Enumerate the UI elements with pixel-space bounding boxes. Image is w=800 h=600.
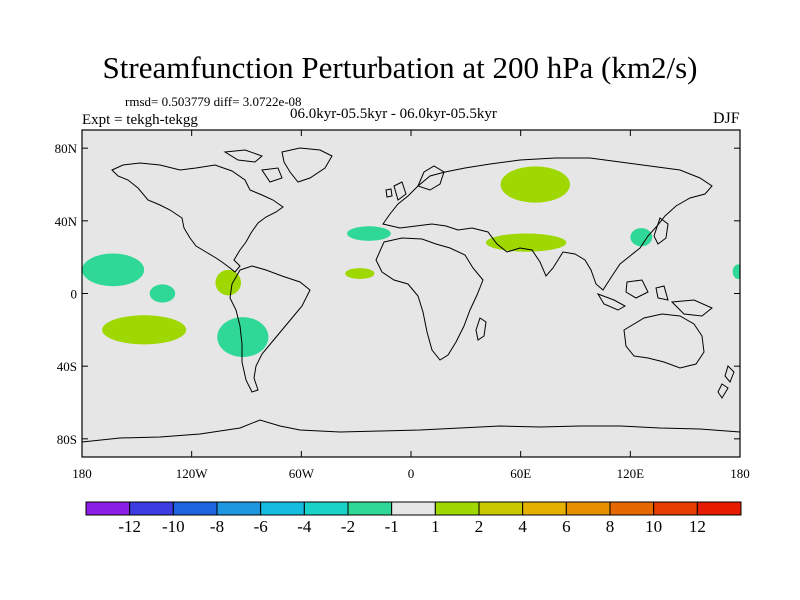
lat-tick-label: 40S <box>57 359 77 374</box>
stats-text: rmsd= 0.503779 diff= 3.0722e-08 <box>125 94 302 109</box>
coast-japan <box>653 217 669 245</box>
coast-africa <box>375 237 484 361</box>
anomaly-dateline <box>732 264 740 279</box>
lon-tick-label: 60E <box>510 466 531 481</box>
colorbar-swatch <box>260 501 305 516</box>
coast-australia <box>623 313 705 369</box>
colorbar-label: 12 <box>689 517 706 536</box>
anomaly-central-america <box>215 269 242 296</box>
colorbar-swatch <box>303 501 349 516</box>
lon-tick-label: 120W <box>176 466 209 481</box>
colorbar-swatch <box>216 501 262 516</box>
coast-greenland <box>281 147 333 183</box>
colorbar-swatch <box>434 501 480 516</box>
coast-maritime-continent <box>596 279 713 317</box>
colorbar-swatch <box>696 501 742 516</box>
colorbar-label: 1 <box>431 517 440 536</box>
colorbar-swatch <box>85 501 131 516</box>
lat-tick-label: 80N <box>55 141 78 156</box>
anomaly-layer <box>82 166 740 358</box>
anomaly-south-pacific <box>102 315 187 345</box>
lon-tick-label: 180 <box>72 466 92 481</box>
lat-tick-label: 40N <box>55 214 78 229</box>
coast-arctic-islands <box>223 149 283 183</box>
anomaly-south-asia <box>485 233 567 252</box>
colorbar-swatch <box>565 501 611 516</box>
colorbar-swatch <box>347 501 393 516</box>
coast-new-zealand <box>717 365 735 399</box>
colorbar-label: -10 <box>162 517 185 536</box>
anomaly-north-atlantic <box>347 226 391 241</box>
colorbar-swatch <box>478 501 524 516</box>
colorbar-swatch <box>391 501 436 516</box>
colorbar-label: 8 <box>606 517 615 536</box>
latitude-axis: 80N 40N 0 40S 80S <box>55 141 740 447</box>
coast-scandinavia <box>417 165 445 191</box>
colorbar-label: -4 <box>297 517 312 536</box>
colorbar-swatch <box>129 501 174 516</box>
anomaly-southeast-pacific <box>217 317 269 358</box>
colorbar-swatch <box>172 501 218 516</box>
colorbar-label: 6 <box>562 517 571 536</box>
experiment-label: Expt = tekgh-tekgg <box>82 112 198 128</box>
colorbar-label: -12 <box>118 517 141 536</box>
colorbar-label: 10 <box>645 517 662 536</box>
anomaly-tropical-pacific <box>149 284 176 303</box>
coastline-layer <box>82 147 740 443</box>
longitude-axis: 180 120W 60W 0 60E 120E 180 <box>72 130 750 481</box>
lat-tick-label: 0 <box>71 287 78 302</box>
coast-north-america <box>111 162 284 273</box>
anomaly-north-pacific-east <box>82 253 145 287</box>
colorbar-label: 2 <box>475 517 484 536</box>
period-label: 06.0kyr-05.5kyr - 06.0kyr-05.5kyr <box>290 106 497 122</box>
colorbar-label: -6 <box>254 517 268 536</box>
colorbar-label: 4 <box>518 517 527 536</box>
colorbar-label: -8 <box>210 517 224 536</box>
anomaly-east-china <box>630 228 653 247</box>
coast-british-isles <box>385 181 407 201</box>
season-label: DJF <box>713 110 740 127</box>
colorbar-swatch <box>653 501 698 516</box>
colorbar-label: -1 <box>385 517 399 536</box>
colorbar-swatch <box>609 501 655 516</box>
colorbar-swatch <box>522 501 567 516</box>
map-background <box>82 130 740 457</box>
coast-madagascar <box>475 317 487 341</box>
lat-tick-label: 80S <box>57 432 77 447</box>
lon-tick-label: 180 <box>730 466 750 481</box>
colorbar: -12 -10 -8 -6 -4 -2 -1 1 2 4 6 8 10 12 <box>85 501 742 536</box>
lon-tick-label: 0 <box>408 466 415 481</box>
lon-tick-label: 120E <box>617 466 645 481</box>
chart-title: Streamfunction Perturbation at 200 hPa (… <box>102 50 698 85</box>
coast-south-america <box>229 265 311 393</box>
anomaly-siberia <box>500 166 571 203</box>
lon-tick-label: 60W <box>289 466 315 481</box>
coast-eurasia <box>382 157 713 291</box>
colorbar-label: -2 <box>341 517 355 536</box>
anomaly-tropical-atlantic <box>345 268 375 279</box>
coast-antarctica <box>82 419 740 443</box>
